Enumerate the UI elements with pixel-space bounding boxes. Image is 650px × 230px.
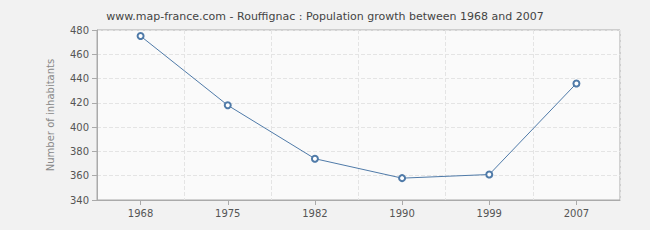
svg-text:480: 480 xyxy=(70,25,89,36)
svg-text:440: 440 xyxy=(70,73,89,84)
svg-text:360: 360 xyxy=(70,170,89,181)
svg-text:1982: 1982 xyxy=(302,208,327,219)
svg-text:460: 460 xyxy=(70,49,89,60)
svg-text:400: 400 xyxy=(70,122,89,133)
svg-text:1999: 1999 xyxy=(477,208,502,219)
svg-text:www.map-france.com - Rouffigna: www.map-france.com - Rouffignac : Popula… xyxy=(106,10,544,23)
svg-text:2007: 2007 xyxy=(564,208,589,219)
svg-text:1968: 1968 xyxy=(128,208,153,219)
svg-text:420: 420 xyxy=(70,97,89,108)
svg-text:Number of inhabitants: Number of inhabitants xyxy=(45,59,56,171)
svg-text:340: 340 xyxy=(70,195,89,206)
svg-text:1975: 1975 xyxy=(215,208,240,219)
svg-text:380: 380 xyxy=(70,146,89,157)
svg-text:1990: 1990 xyxy=(389,208,414,219)
